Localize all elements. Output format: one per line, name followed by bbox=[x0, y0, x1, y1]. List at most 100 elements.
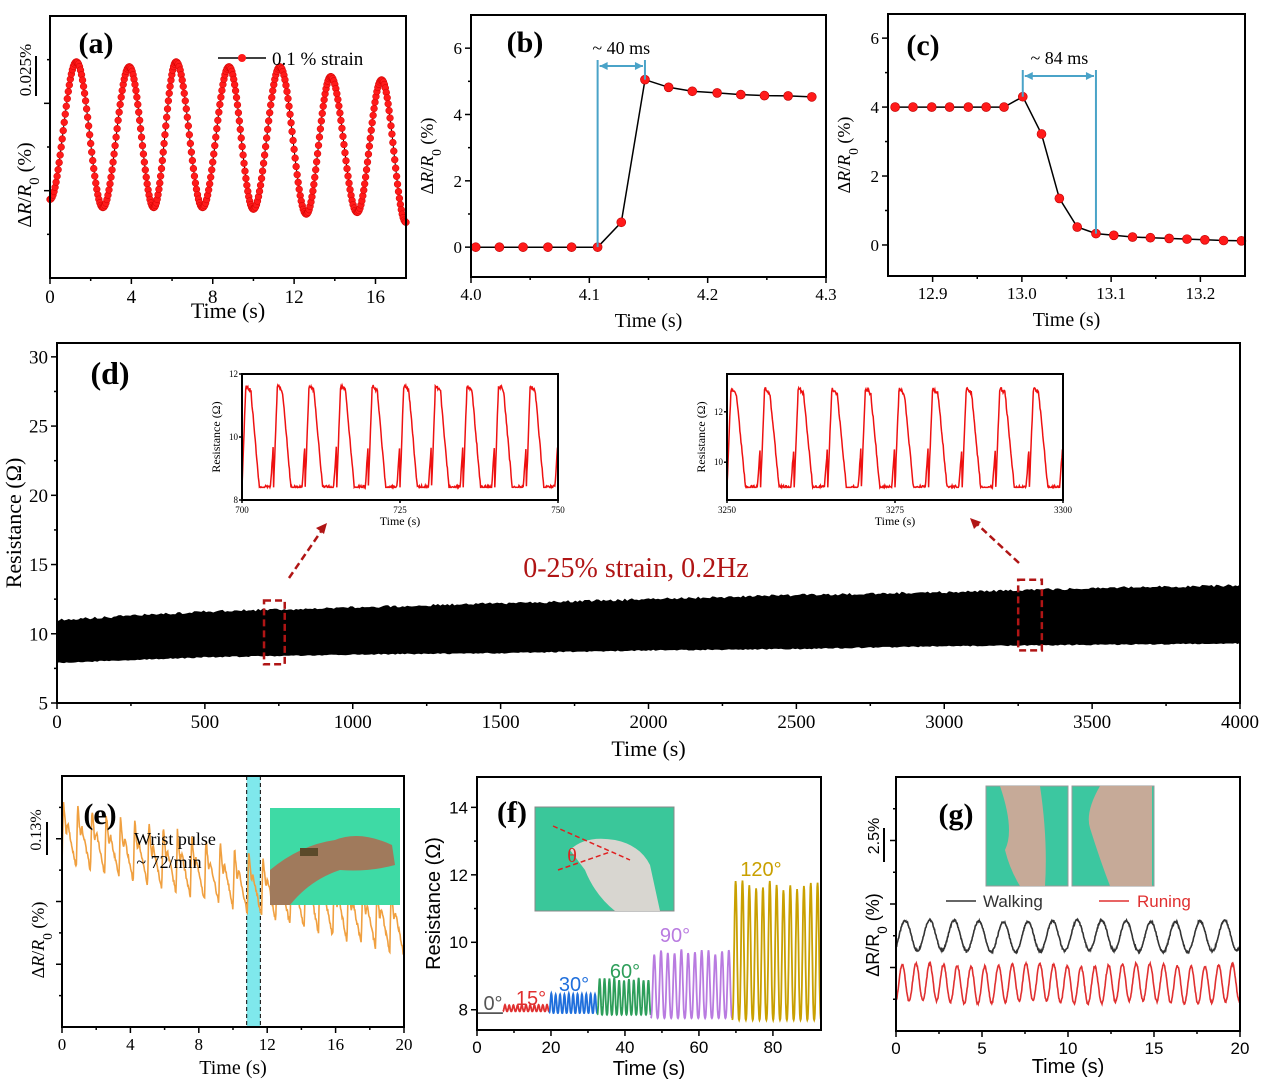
data-point bbox=[267, 101, 275, 109]
x-tick-label: 15 bbox=[1145, 1039, 1164, 1058]
angle-label: 60° bbox=[610, 961, 640, 983]
x-tick-label: 12.9 bbox=[918, 284, 948, 303]
glove-hand bbox=[570, 838, 660, 911]
data-point bbox=[337, 116, 345, 125]
data-point bbox=[78, 76, 87, 84]
data-point bbox=[344, 172, 352, 180]
highlight-band bbox=[246, 776, 261, 1027]
x-tick-label: 2500 bbox=[777, 712, 815, 733]
data-point bbox=[1200, 235, 1210, 245]
legend-label: Runing bbox=[1137, 892, 1191, 911]
x-tick-label: 13.0 bbox=[1007, 284, 1037, 303]
data-point bbox=[86, 131, 94, 139]
data-point bbox=[63, 95, 71, 103]
y-tick-label: 2 bbox=[454, 172, 463, 191]
data-point bbox=[178, 76, 186, 84]
data-point bbox=[209, 158, 217, 166]
data-point bbox=[890, 102, 900, 112]
data-point bbox=[265, 117, 273, 125]
data-point bbox=[112, 133, 120, 141]
inset-pointer-arrow bbox=[287, 529, 324, 579]
data-point bbox=[543, 242, 553, 252]
data-point bbox=[137, 133, 146, 141]
x-tick-label: 4.1 bbox=[579, 285, 600, 304]
data-point bbox=[295, 185, 303, 193]
data-point bbox=[183, 113, 191, 121]
data-point bbox=[239, 151, 247, 159]
y-tick-label: 12 bbox=[229, 369, 238, 379]
panel-a: 0 4 8 12 16 Time (s) ΔR/R0 (%) 0.025% (a) 0.1 % s… bbox=[14, 15, 410, 323]
data-point bbox=[712, 88, 722, 98]
data-point bbox=[56, 151, 64, 159]
data-point bbox=[160, 139, 168, 148]
data-point bbox=[338, 124, 346, 132]
data-point bbox=[156, 179, 164, 187]
data-point bbox=[118, 86, 126, 95]
data-point bbox=[316, 125, 325, 133]
y-tick-label: 12 bbox=[449, 866, 468, 885]
data-point bbox=[236, 125, 244, 134]
data-point bbox=[806, 92, 817, 102]
data-point bbox=[1072, 222, 1083, 232]
data-point bbox=[963, 102, 974, 112]
data-point bbox=[259, 159, 268, 167]
x-tick-label: 3275 bbox=[886, 505, 905, 515]
data-point bbox=[109, 158, 117, 166]
data-point bbox=[336, 109, 344, 117]
y-tick-label: 30 bbox=[29, 347, 48, 368]
data-point bbox=[184, 122, 192, 130]
scale-bar-label: 0.13% bbox=[28, 809, 45, 850]
data-point bbox=[285, 102, 293, 110]
panel-d: 0-25% strain, 0.2Hz 0 500 1000 1500 2000 2500 3… bbox=[1, 342, 1259, 761]
data-point bbox=[663, 82, 674, 93]
x-tick-label: 20 bbox=[542, 1038, 561, 1057]
data-point bbox=[470, 242, 481, 252]
data-point bbox=[387, 122, 395, 130]
data-point bbox=[211, 142, 219, 150]
data-point bbox=[783, 91, 793, 101]
x-tick-label: 2000 bbox=[630, 712, 668, 733]
legend-label: Walking bbox=[983, 892, 1043, 911]
data-point bbox=[181, 97, 189, 105]
data-point bbox=[1127, 232, 1138, 242]
x-tick-label: 0 bbox=[52, 712, 62, 733]
data-point bbox=[79, 82, 88, 91]
data-point bbox=[90, 164, 98, 173]
series-line-Runing bbox=[895, 960, 1241, 1007]
panel-label: (d) bbox=[90, 355, 129, 391]
x-axis-label: Time (s) bbox=[875, 514, 916, 528]
x-tick-label: 20 bbox=[1231, 1039, 1250, 1058]
data-point bbox=[216, 100, 224, 109]
x-tick-label: 0 bbox=[45, 287, 55, 308]
data-point bbox=[190, 172, 199, 180]
data-point bbox=[139, 150, 148, 158]
x-tick-label: 4.2 bbox=[697, 285, 718, 304]
y-axis-label: ΔR/R0 (%) bbox=[417, 118, 444, 195]
data-point bbox=[287, 119, 295, 127]
data-point bbox=[191, 179, 200, 187]
scale-bar-label: 0.025% bbox=[16, 44, 35, 96]
data-point bbox=[83, 113, 92, 121]
data-point bbox=[293, 171, 301, 179]
data-point bbox=[364, 150, 373, 158]
data-point bbox=[165, 89, 173, 97]
angle-guide-line bbox=[557, 851, 611, 871]
data-point bbox=[1164, 233, 1174, 244]
x-tick-label: 3500 bbox=[1073, 712, 1111, 733]
data-point bbox=[388, 130, 396, 138]
y-tick-label: 20 bbox=[29, 486, 48, 507]
data-point bbox=[105, 186, 113, 194]
data-point bbox=[161, 131, 169, 139]
data-point bbox=[242, 174, 250, 183]
y-axis-label: ΔR/R0 (%) bbox=[863, 893, 890, 977]
annotation-label: ~ 40 ms bbox=[592, 38, 650, 58]
panel-label: (b) bbox=[507, 26, 544, 59]
panel-label: (c) bbox=[906, 29, 939, 62]
data-point bbox=[141, 166, 149, 174]
y-axis-label: Resistance (Ω) bbox=[1, 458, 26, 589]
data-point bbox=[208, 166, 216, 174]
data-point bbox=[339, 132, 347, 141]
y-tick-label: 4 bbox=[454, 105, 463, 124]
data-point bbox=[142, 173, 150, 181]
